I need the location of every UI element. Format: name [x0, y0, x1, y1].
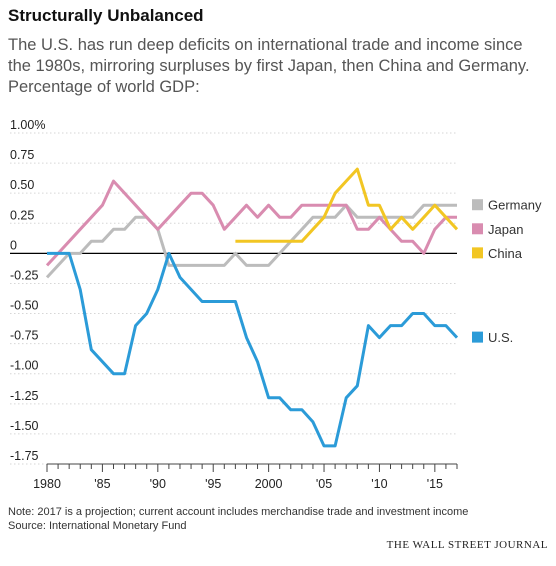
- legend-swatch: [472, 199, 483, 211]
- x-tick-label: '85: [94, 477, 110, 491]
- legend-label: China: [488, 246, 523, 261]
- x-tick-label: '10: [371, 477, 387, 491]
- y-tick-label: -1.75: [10, 449, 39, 463]
- legend-swatch: [472, 331, 483, 343]
- y-tick-label: -1.25: [10, 389, 39, 403]
- x-axis: 1980 '85 '90 '95 2000 '05 '10 '15: [33, 463, 458, 491]
- series-line-germany: [45, 203, 457, 279]
- x-tick-label: '15: [427, 477, 443, 491]
- y-tick-label: -0.50: [10, 299, 39, 313]
- x-tick-label: '90: [150, 477, 166, 491]
- y-tick-label: 0: [10, 238, 17, 252]
- x-tick-label: '05: [316, 477, 332, 491]
- chart-title: Structurally Unbalanced: [8, 6, 204, 25]
- y-tick-label: 0.25: [10, 208, 34, 222]
- line-chart: 1.00% 0.75 0.50 0.25 0 -0.25 -0.50 -0.75 -1.00 -1…: [10, 118, 542, 491]
- y-tick-label: -0.25: [10, 268, 39, 282]
- y-tick-label: -1.50: [10, 419, 39, 433]
- y-tick-label: 1.00%: [10, 118, 45, 132]
- legend-label: Germany: [488, 198, 542, 213]
- legend-label: U.S.: [488, 330, 513, 345]
- legend-swatch: [472, 247, 483, 259]
- x-tick-label: 2000: [255, 477, 283, 491]
- source-text: Source: International Monetary Fund: [8, 520, 187, 532]
- chart-subtitle: The U.S. has run deep deficits on intern…: [8, 36, 530, 96]
- series-line-china: [235, 167, 459, 243]
- note-text: Note: 2017 is a projection; current acco…: [8, 506, 469, 518]
- legend: Germany Japan China U.S.: [472, 198, 542, 345]
- y-tick-label: 0.75: [10, 148, 34, 162]
- publisher-brand: THE WALL STREET JOURNAL: [386, 539, 548, 551]
- x-tick-label: '95: [205, 477, 221, 491]
- legend-swatch: [472, 223, 483, 235]
- y-tick-label: 0.50: [10, 178, 34, 192]
- series-lines: [45, 167, 459, 448]
- footnote: Note: 2017 is a projection; current acco…: [8, 505, 468, 533]
- y-tick-label: -1.00: [10, 359, 39, 373]
- x-tick-label: 1980: [33, 477, 61, 491]
- y-axis-ticks: 1.00% 0.75 0.50 0.25 0 -0.25 -0.50 -0.75 -1.00 -1…: [10, 118, 45, 463]
- series-line-us: [47, 251, 459, 448]
- legend-label: Japan: [488, 222, 523, 237]
- y-tick-label: -0.75: [10, 329, 39, 343]
- gridlines: [10, 132, 457, 465]
